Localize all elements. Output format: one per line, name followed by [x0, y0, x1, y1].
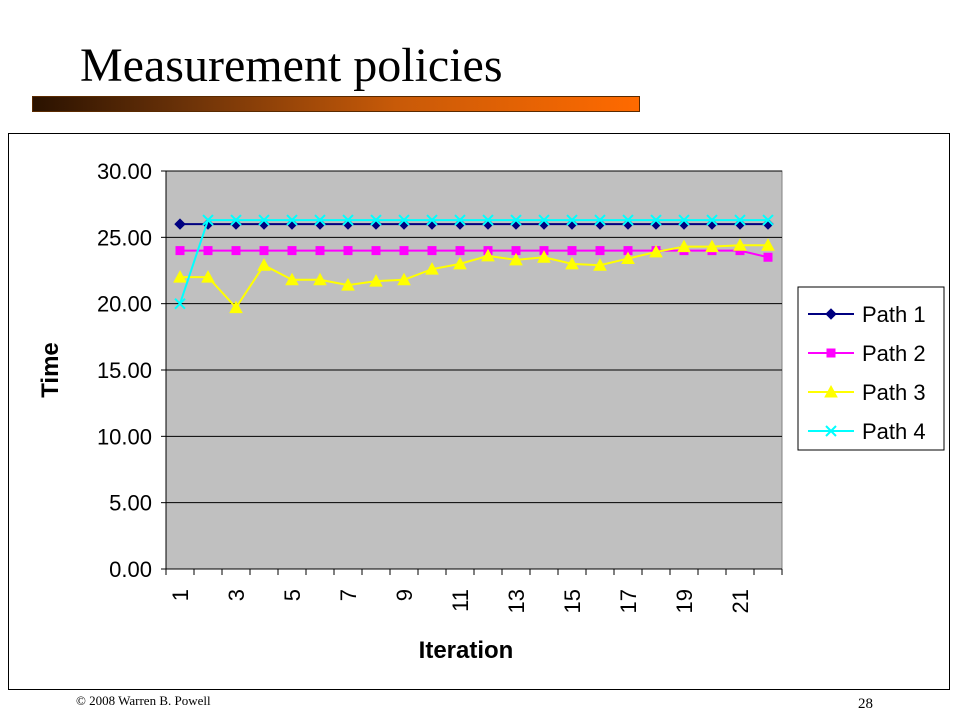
y-tick-label: 15.00 — [97, 358, 152, 383]
data-point-path-3 — [761, 238, 775, 251]
data-point-path-2 — [203, 246, 213, 256]
data-point-path-3 — [621, 251, 635, 265]
x-tick-label: 11 — [448, 589, 473, 612]
legend-label: Path 3 — [862, 380, 926, 405]
x-tick-label: 3 — [224, 589, 249, 601]
series-line-path-4 — [179, 219, 768, 304]
data-point-path-3 — [173, 270, 187, 283]
data-point-path-3 — [593, 258, 607, 271]
data-point-path-2 — [763, 252, 773, 262]
data-point-path-2 — [371, 246, 381, 256]
x-tick-label: 9 — [392, 589, 417, 601]
data-point-path-3 — [453, 256, 467, 270]
data-point-path-4 — [734, 214, 746, 226]
title-underline-bar — [32, 96, 640, 112]
x-tick-label: 15 — [560, 589, 585, 613]
data-point-path-4 — [454, 214, 466, 226]
legend-label: Path 2 — [862, 341, 926, 366]
data-point-path-4 — [230, 214, 242, 226]
data-point-path-1 — [174, 218, 186, 230]
x-axis-title: Iteration — [419, 637, 514, 664]
data-point-path-3 — [733, 238, 747, 251]
y-tick-label: 25.00 — [97, 225, 152, 250]
data-point-path-4 — [314, 214, 326, 226]
data-point-path-2 — [595, 246, 605, 256]
data-point-path-2 — [399, 246, 409, 256]
data-point-path-3 — [705, 239, 719, 253]
data-point-path-3 — [649, 244, 663, 258]
x-tick-label: 13 — [504, 589, 529, 613]
data-point-path-3 — [229, 300, 243, 314]
y-tick-label: 5.00 — [109, 491, 152, 516]
data-point-path-4 — [342, 214, 354, 226]
series-line-path-2 — [180, 249, 769, 259]
data-point-path-4 — [594, 214, 606, 226]
data-point-path-4 — [622, 214, 634, 226]
data-point-path-3 — [397, 272, 411, 286]
data-point-path-4 — [174, 297, 186, 310]
y-tick-label: 0.00 — [109, 557, 152, 582]
data-point-path-3 — [677, 239, 691, 253]
data-point-path-3 — [369, 274, 383, 287]
copyright-footer: © 2008 Warren B. Powell — [76, 693, 211, 708]
data-point-path-4 — [678, 214, 690, 226]
slide-title: Measurement policies — [80, 39, 503, 92]
legend-marker — [825, 308, 837, 320]
x-tick-label: 7 — [336, 589, 361, 601]
data-point-path-3 — [481, 248, 495, 262]
data-point-path-4 — [286, 214, 298, 226]
x-tick-label: 1 — [168, 589, 193, 601]
data-point-path-3 — [257, 258, 271, 271]
data-point-path-4 — [706, 214, 718, 226]
data-point-path-3 — [201, 270, 215, 283]
data-point-path-4 — [398, 214, 410, 226]
data-point-path-3 — [565, 256, 579, 270]
data-point-path-2 — [567, 246, 577, 256]
data-point-path-4 — [538, 214, 550, 226]
legend-marker — [824, 384, 838, 398]
x-tick-label: 19 — [672, 589, 697, 613]
x-tick-label: 5 — [280, 589, 305, 601]
y-axis-title: Time — [37, 342, 64, 398]
data-point-path-4 — [426, 214, 438, 226]
data-point-path-4 — [202, 214, 214, 226]
y-tick-label: 30.00 — [97, 159, 152, 184]
data-point-path-2 — [455, 246, 465, 256]
data-point-path-2 — [231, 246, 241, 256]
legend-marker — [825, 425, 837, 437]
data-point-path-2 — [315, 246, 325, 256]
page-number: 28 — [858, 696, 873, 712]
data-point-path-4 — [566, 214, 578, 226]
x-tick-label: 17 — [616, 589, 641, 613]
data-point-path-4 — [650, 214, 662, 226]
data-point-path-2 — [427, 246, 437, 256]
legend-label: Path 1 — [862, 302, 926, 327]
y-tick-label: 20.00 — [97, 292, 152, 317]
data-point-path-2 — [343, 246, 353, 256]
legend-marker — [826, 348, 836, 358]
data-point-path-4 — [482, 214, 494, 226]
data-point-path-3 — [537, 250, 551, 263]
x-tick-label: 21 — [728, 589, 753, 613]
data-point-path-2 — [175, 246, 185, 256]
data-point-path-3 — [285, 272, 299, 286]
data-point-path-3 — [313, 272, 327, 286]
data-point-path-4 — [370, 214, 382, 226]
data-point-path-4 — [762, 214, 774, 226]
data-point-path-4 — [510, 214, 522, 226]
y-tick-label: 10.00 — [97, 424, 152, 449]
data-point-path-3 — [509, 252, 523, 266]
series-line-path-3 — [180, 244, 768, 310]
data-point-path-4 — [258, 214, 270, 226]
data-point-path-3 — [425, 262, 439, 275]
data-point-path-3 — [341, 278, 355, 291]
legend-label: Path 4 — [862, 419, 926, 444]
data-point-path-2 — [259, 246, 269, 256]
data-point-path-2 — [287, 246, 297, 256]
